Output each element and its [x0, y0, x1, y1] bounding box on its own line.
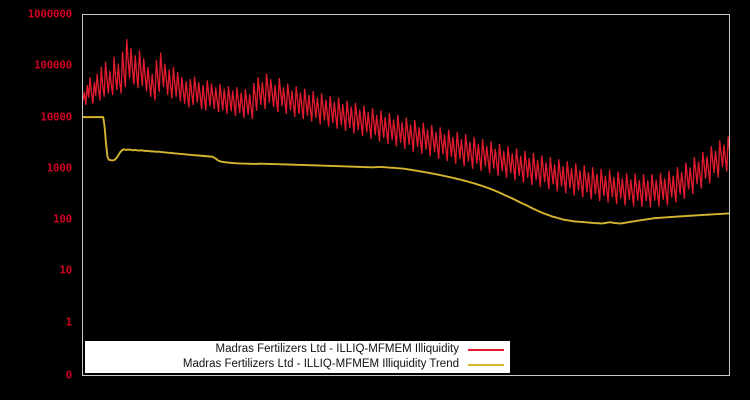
legend-color-swatch [468, 348, 504, 351]
legend-entry-label: Madras Fertilizers Ltd - ILLIQ-MFMEM Ill… [182, 358, 459, 370]
y-tick-label: 100 [53, 212, 72, 226]
y-tick-label: 10 [59, 263, 72, 277]
y-tick-label: 1000000 [27, 7, 73, 21]
legend-entry-label: Madras Fertilizers Ltd - ILLIQ-MFMEM Ill… [215, 343, 459, 355]
legend-entry[interactable]: Madras Fertilizers Ltd - ILLIQ-MFMEM Ill… [85, 357, 510, 372]
y-tick-label: 1000 [46, 161, 73, 175]
y-tick-label: 10000 [40, 110, 72, 124]
series-layer [83, 39, 729, 225]
illiquidity-trend-line [83, 116, 729, 225]
legend-entry[interactable]: Madras Fertilizers Ltd - ILLIQ-MFMEM Ill… [85, 342, 510, 357]
y-tick-label: 1 [65, 315, 73, 329]
illiquidity-line [83, 39, 729, 208]
legend-color-swatch [468, 363, 504, 366]
y-tick-label: 100000 [34, 58, 72, 72]
chart-legend: Madras Fertilizers Ltd - ILLIQ-MFMEM Ill… [85, 341, 510, 373]
y-tick-label: 0 [65, 368, 73, 382]
plot-area [82, 14, 730, 376]
y-axis: 1000000 100000 10000 1000 100 10 1 0 [0, 0, 82, 400]
